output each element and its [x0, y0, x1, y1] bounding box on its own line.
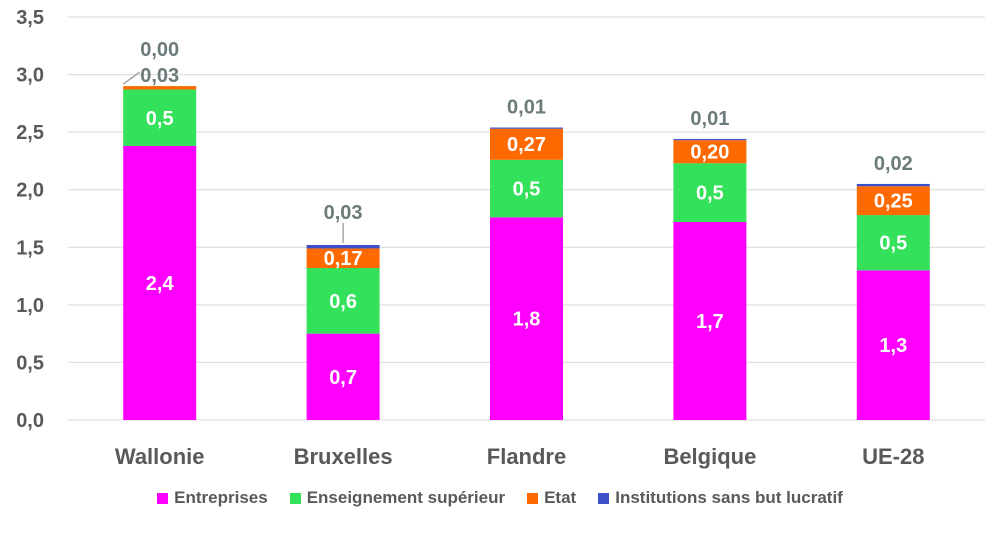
legend-label: Entreprises — [174, 488, 268, 507]
legend-swatch — [527, 492, 539, 504]
data-label: 0,25 — [874, 191, 913, 213]
data-label: 0,20 — [690, 142, 729, 164]
data-label: 0,6 — [329, 291, 357, 313]
x-axis-ticks: Wallonie Bruxelles Flandre Belgique UE-28 — [115, 444, 925, 469]
data-label: 0,27 — [507, 134, 546, 156]
legend-swatch — [157, 492, 169, 504]
legend-swatch — [598, 492, 610, 504]
data-label: 1,3 — [879, 335, 907, 357]
bar-segment — [673, 139, 747, 141]
y-tick-label: 0,0 — [16, 410, 44, 432]
bar-segment — [856, 186, 930, 216]
data-label: 1,7 — [696, 311, 724, 333]
y-tick-label: 2,5 — [16, 122, 44, 144]
data-label: 0,01 — [507, 97, 546, 119]
y-tick-label: 3,5 — [16, 7, 44, 29]
bar-segment — [123, 145, 197, 420]
data-label: 1,8 — [513, 309, 541, 331]
x-tick-label: Flandre — [487, 444, 566, 469]
bar-segment — [123, 86, 197, 90]
bar-segment — [123, 89, 197, 146]
bar-segment — [673, 221, 747, 420]
stacked-bar-chart: 0,0 0,5 1,0 1,5 2,0 2,5 3,0 3,5 2,4 0,5 0,03 0,00 0… — [16, 7, 985, 469]
data-label: 0,17 — [324, 248, 363, 270]
x-tick-label: UE-28 — [862, 444, 924, 469]
y-axis-ticks: 0,0 0,5 1,0 1,5 2,0 2,5 3,0 3,5 — [16, 7, 44, 432]
data-label: 0,7 — [329, 367, 357, 389]
legend-label: Enseignement supérieur — [306, 488, 506, 507]
bar-segment — [673, 140, 747, 164]
bar-segment — [856, 215, 930, 271]
data-label: 2,4 — [146, 273, 175, 295]
y-tick-label: 1,0 — [16, 295, 44, 317]
data-label: 0,02 — [874, 153, 913, 175]
y-tick-label: 3,0 — [16, 65, 44, 87]
y-tick-label: 1,5 — [16, 237, 44, 259]
bar-segment — [673, 163, 747, 222]
bar-segment — [490, 217, 563, 420]
bar-segment — [490, 159, 563, 218]
legend-item: Institutions sans but lucratif — [598, 488, 843, 508]
legend-item: Entreprises — [157, 488, 268, 508]
bar-segment — [306, 333, 380, 420]
data-label: 0,5 — [696, 183, 724, 205]
bar-segment — [306, 268, 380, 334]
data-label: 0,5 — [879, 233, 907, 255]
x-tick-label: Wallonie — [115, 444, 205, 469]
bar-segment — [490, 127, 563, 129]
legend: Entreprises Enseignement supérieur Etat Ins… — [0, 488, 1000, 508]
legend-label: Etat — [544, 488, 577, 507]
data-label: 0,03 — [324, 202, 363, 224]
bar-segment — [490, 128, 563, 160]
y-tick-label: 0,5 — [16, 352, 44, 374]
bar-segment — [856, 270, 930, 420]
legend-item: Etat — [527, 488, 576, 508]
x-tick-label: Belgique — [663, 444, 756, 469]
legend-label: Institutions sans but lucratif — [615, 488, 843, 507]
leader-line — [122, 71, 141, 85]
legend-swatch — [289, 492, 301, 504]
data-label: 0,00 — [140, 39, 179, 61]
data-label: 0,5 — [146, 108, 174, 130]
bar-segment — [306, 248, 380, 269]
y-tick-label: 2,0 — [16, 180, 44, 202]
x-tick-label: Bruxelles — [294, 444, 393, 469]
bar-segment — [306, 244, 380, 249]
legend-item: Enseignement supérieur — [289, 488, 506, 508]
data-label: 0,03 — [140, 65, 179, 87]
data-label: 0,5 — [513, 179, 541, 201]
data-label: 0,01 — [690, 108, 729, 130]
bar-segment — [856, 183, 930, 187]
data-labels: 2,4 0,5 0,03 0,00 0,7 0,6 0,17 0,03 1,8 0,5 0,27 0,… — [122, 39, 913, 389]
bars — [123, 86, 930, 420]
